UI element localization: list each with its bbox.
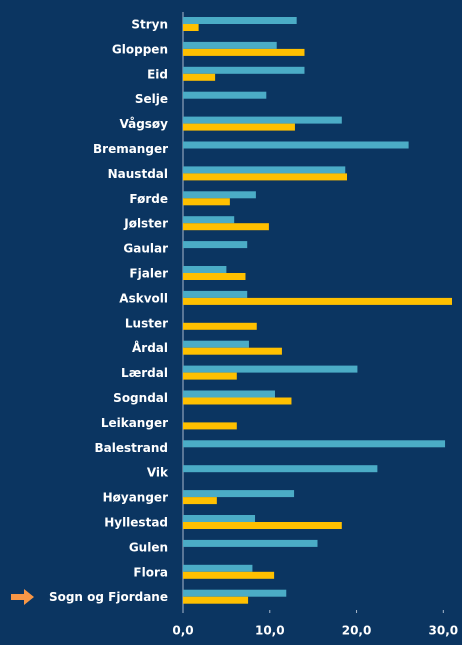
bar xyxy=(183,223,269,231)
y-tick-label: Gulen xyxy=(129,540,168,554)
y-tick-label: Stryn xyxy=(131,18,168,32)
bar xyxy=(183,297,452,305)
x-tick-label: 20,0 xyxy=(342,624,372,638)
y-tick-label: Førde xyxy=(129,192,168,206)
bar xyxy=(183,273,246,280)
bar xyxy=(183,490,295,498)
bar xyxy=(183,48,305,56)
bar xyxy=(183,73,216,81)
y-tick-label: Høyanger xyxy=(103,491,168,505)
bar xyxy=(183,497,217,505)
bar xyxy=(183,564,253,572)
bar xyxy=(183,41,277,49)
bar xyxy=(183,422,237,430)
bar xyxy=(183,596,249,604)
bar xyxy=(183,465,378,473)
bar xyxy=(183,241,248,249)
bar xyxy=(183,397,292,405)
y-tick-label: Bremanger xyxy=(93,142,168,156)
y-tick-label: Vågsøy xyxy=(119,117,168,131)
bar xyxy=(183,539,318,547)
bar xyxy=(183,340,249,348)
bar xyxy=(183,522,342,529)
y-tick-label: Naustdal xyxy=(108,167,168,181)
y-tick-label: Årdal xyxy=(132,340,168,355)
bar xyxy=(183,166,346,174)
bar xyxy=(183,173,348,181)
y-tick-label: Fjaler xyxy=(129,267,168,281)
y-tick-label: Flora xyxy=(133,565,168,579)
bar xyxy=(183,123,295,131)
bar xyxy=(183,116,342,124)
y-tick-label: Hyllestad xyxy=(104,516,168,530)
bar xyxy=(183,322,257,330)
bar xyxy=(183,198,230,206)
x-tick-label: 30,0 xyxy=(429,624,459,638)
y-tick-label: Askvoll xyxy=(119,291,168,305)
bar xyxy=(183,515,256,522)
bar xyxy=(183,347,282,355)
y-tick-label: Lærdal xyxy=(121,366,168,380)
y-tick-label: Balestrand xyxy=(94,441,168,455)
y-tick-label: Vik xyxy=(147,466,169,480)
y-tick-label: Leikanger xyxy=(101,416,168,430)
arrow-icon xyxy=(11,589,34,605)
bar xyxy=(183,390,275,398)
y-tick-label: Selje xyxy=(135,92,168,106)
y-tick-label: Jølster xyxy=(123,217,168,231)
bar xyxy=(183,589,287,597)
bar xyxy=(183,290,248,298)
y-tick-label: Gaular xyxy=(123,242,168,256)
bar xyxy=(183,91,267,99)
x-tick-label: 0,0 xyxy=(172,624,193,638)
bar xyxy=(183,216,235,224)
bar xyxy=(183,266,227,273)
x-tick-label: 10,0 xyxy=(255,624,285,638)
y-tick-label: Eid xyxy=(147,67,168,81)
bar xyxy=(183,571,275,579)
y-tick-label: Sogn og Fjordane xyxy=(49,590,168,604)
y-tick-label: Sogndal xyxy=(113,391,168,405)
bar xyxy=(183,66,305,74)
bar xyxy=(183,24,199,31)
y-tick-label: Gloppen xyxy=(112,42,168,56)
bar xyxy=(183,17,297,24)
bar xyxy=(183,372,237,380)
y-tick-label: Luster xyxy=(125,316,168,330)
bar xyxy=(183,440,446,448)
bar xyxy=(183,191,256,199)
bar xyxy=(183,141,409,149)
bar xyxy=(183,365,358,373)
